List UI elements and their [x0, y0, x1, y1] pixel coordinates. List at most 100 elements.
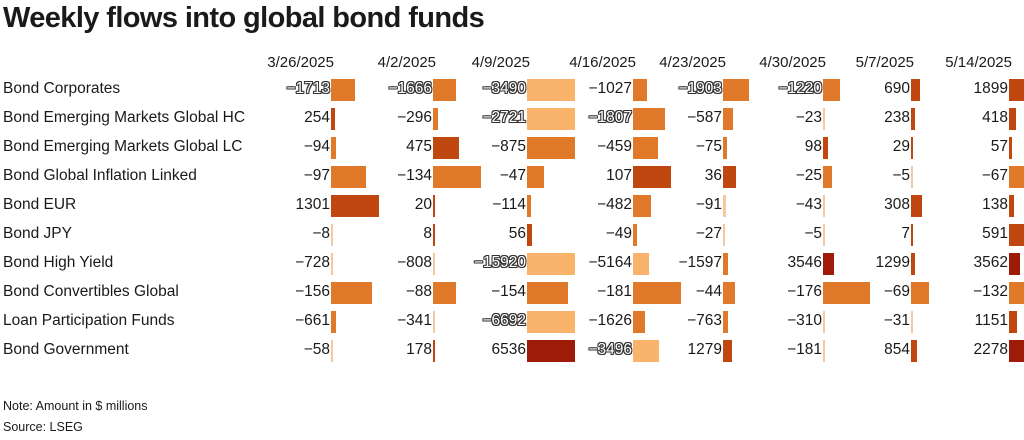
flow-bar	[911, 224, 913, 246]
cell-value: −44	[695, 283, 722, 300]
cell-value: −69	[883, 283, 910, 300]
flow-bar	[433, 311, 435, 333]
cell-value: 36	[704, 167, 722, 184]
cell-value: 2278	[973, 341, 1008, 358]
cell-value: −114	[492, 196, 526, 213]
cell-value: −763	[687, 312, 722, 329]
flow-bar	[723, 282, 735, 304]
flow-bar	[433, 166, 481, 188]
flow-bar	[911, 340, 917, 362]
flow-bar	[1009, 311, 1017, 333]
cell-value: −5164	[588, 254, 632, 271]
cell-value: −8	[312, 225, 330, 242]
cell-value: −1666	[388, 80, 432, 97]
flow-bar	[527, 311, 575, 333]
flow-bar	[823, 166, 832, 188]
flow-bar	[331, 79, 355, 101]
cell-value: −3496	[588, 341, 632, 358]
flow-bar	[633, 166, 671, 188]
source-text: Source: LSEG	[3, 420, 83, 434]
flow-bar	[823, 253, 834, 275]
cell-value: −23	[795, 109, 822, 126]
flow-bar	[911, 195, 922, 217]
column-header: 5/14/2025	[945, 54, 1012, 71]
row-label: Bond JPY	[3, 225, 72, 242]
flow-bar	[1009, 253, 1020, 275]
cell-value: 238	[884, 109, 910, 126]
cell-value: −2721	[482, 109, 526, 126]
cell-value: 29	[892, 138, 910, 155]
flow-bar	[1009, 282, 1024, 304]
cell-value: −5	[892, 167, 910, 184]
cell-value: −310	[787, 312, 822, 329]
cell-value: −1597	[678, 254, 722, 271]
row-label: Bond Corporates	[3, 80, 121, 97]
column-header: 4/16/2025	[569, 54, 636, 71]
flow-bar	[911, 311, 913, 333]
flow-bar	[331, 195, 379, 217]
flow-bar	[633, 137, 658, 159]
cell-value: 7	[901, 225, 910, 242]
flow-bar	[633, 340, 659, 362]
cell-value: 690	[884, 80, 910, 97]
cell-value: −47	[499, 167, 526, 184]
flow-bar	[1009, 166, 1024, 188]
flow-bar	[527, 137, 575, 159]
flow-bar	[911, 79, 920, 101]
cell-value: −25	[795, 167, 822, 184]
row-label: Bond High Yield	[3, 254, 114, 271]
cell-value: −875	[491, 138, 526, 155]
cell-value: 1279	[687, 341, 722, 358]
flow-bar	[823, 311, 825, 333]
flow-bar	[331, 340, 333, 362]
flow-bar	[633, 195, 651, 217]
flow-bar	[911, 137, 913, 159]
flow-bar	[823, 224, 825, 246]
cell-value: −75	[695, 138, 722, 155]
flow-bar	[723, 137, 727, 159]
flow-bar	[433, 253, 435, 275]
cell-value: −67	[981, 167, 1008, 184]
row-label: Bond Emerging Markets Global LC	[3, 138, 243, 155]
cell-value: −154	[491, 283, 526, 300]
flow-bar	[633, 253, 649, 275]
cell-value: −58	[303, 341, 330, 358]
flow-bar	[911, 253, 915, 275]
cell-value: −49	[605, 225, 632, 242]
flow-bar	[527, 340, 575, 362]
flow-bar	[331, 282, 372, 304]
note-text: Note: Amount in $ millions	[3, 399, 148, 413]
flow-bar	[527, 253, 575, 275]
cell-value: 308	[884, 196, 910, 213]
cell-value: −1220	[778, 80, 822, 97]
cell-value: 178	[406, 341, 432, 358]
cell-value: −1807	[588, 109, 632, 126]
flow-bar	[331, 224, 333, 246]
cell-value: −5	[804, 225, 822, 242]
flow-bar	[633, 224, 637, 246]
column-header: 4/9/2025	[471, 54, 530, 71]
flow-bar	[527, 79, 575, 101]
flow-bar	[823, 195, 825, 217]
flow-bar	[723, 253, 728, 275]
flow-bar	[723, 79, 749, 101]
cell-value: −132	[973, 283, 1008, 300]
flow-bar	[527, 166, 544, 188]
flow-bar	[527, 195, 531, 217]
cell-value: −27	[695, 225, 722, 242]
row-label: Bond Convertibles Global	[3, 283, 179, 300]
flow-bar	[1009, 224, 1024, 246]
cell-value: −94	[303, 138, 330, 155]
cell-value: −296	[397, 109, 432, 126]
cell-value: −91	[695, 196, 722, 213]
cell-value: 57	[990, 138, 1008, 155]
flow-bar	[433, 195, 435, 217]
cell-value: 98	[804, 138, 822, 155]
cell-value: −1626	[588, 312, 632, 329]
cell-value: −341	[397, 312, 432, 329]
row-label: Loan Participation Funds	[3, 312, 175, 329]
cell-value: 1151	[974, 312, 1008, 329]
flow-bar	[823, 137, 828, 159]
cell-value: 56	[508, 225, 526, 242]
flow-bar	[527, 108, 575, 130]
